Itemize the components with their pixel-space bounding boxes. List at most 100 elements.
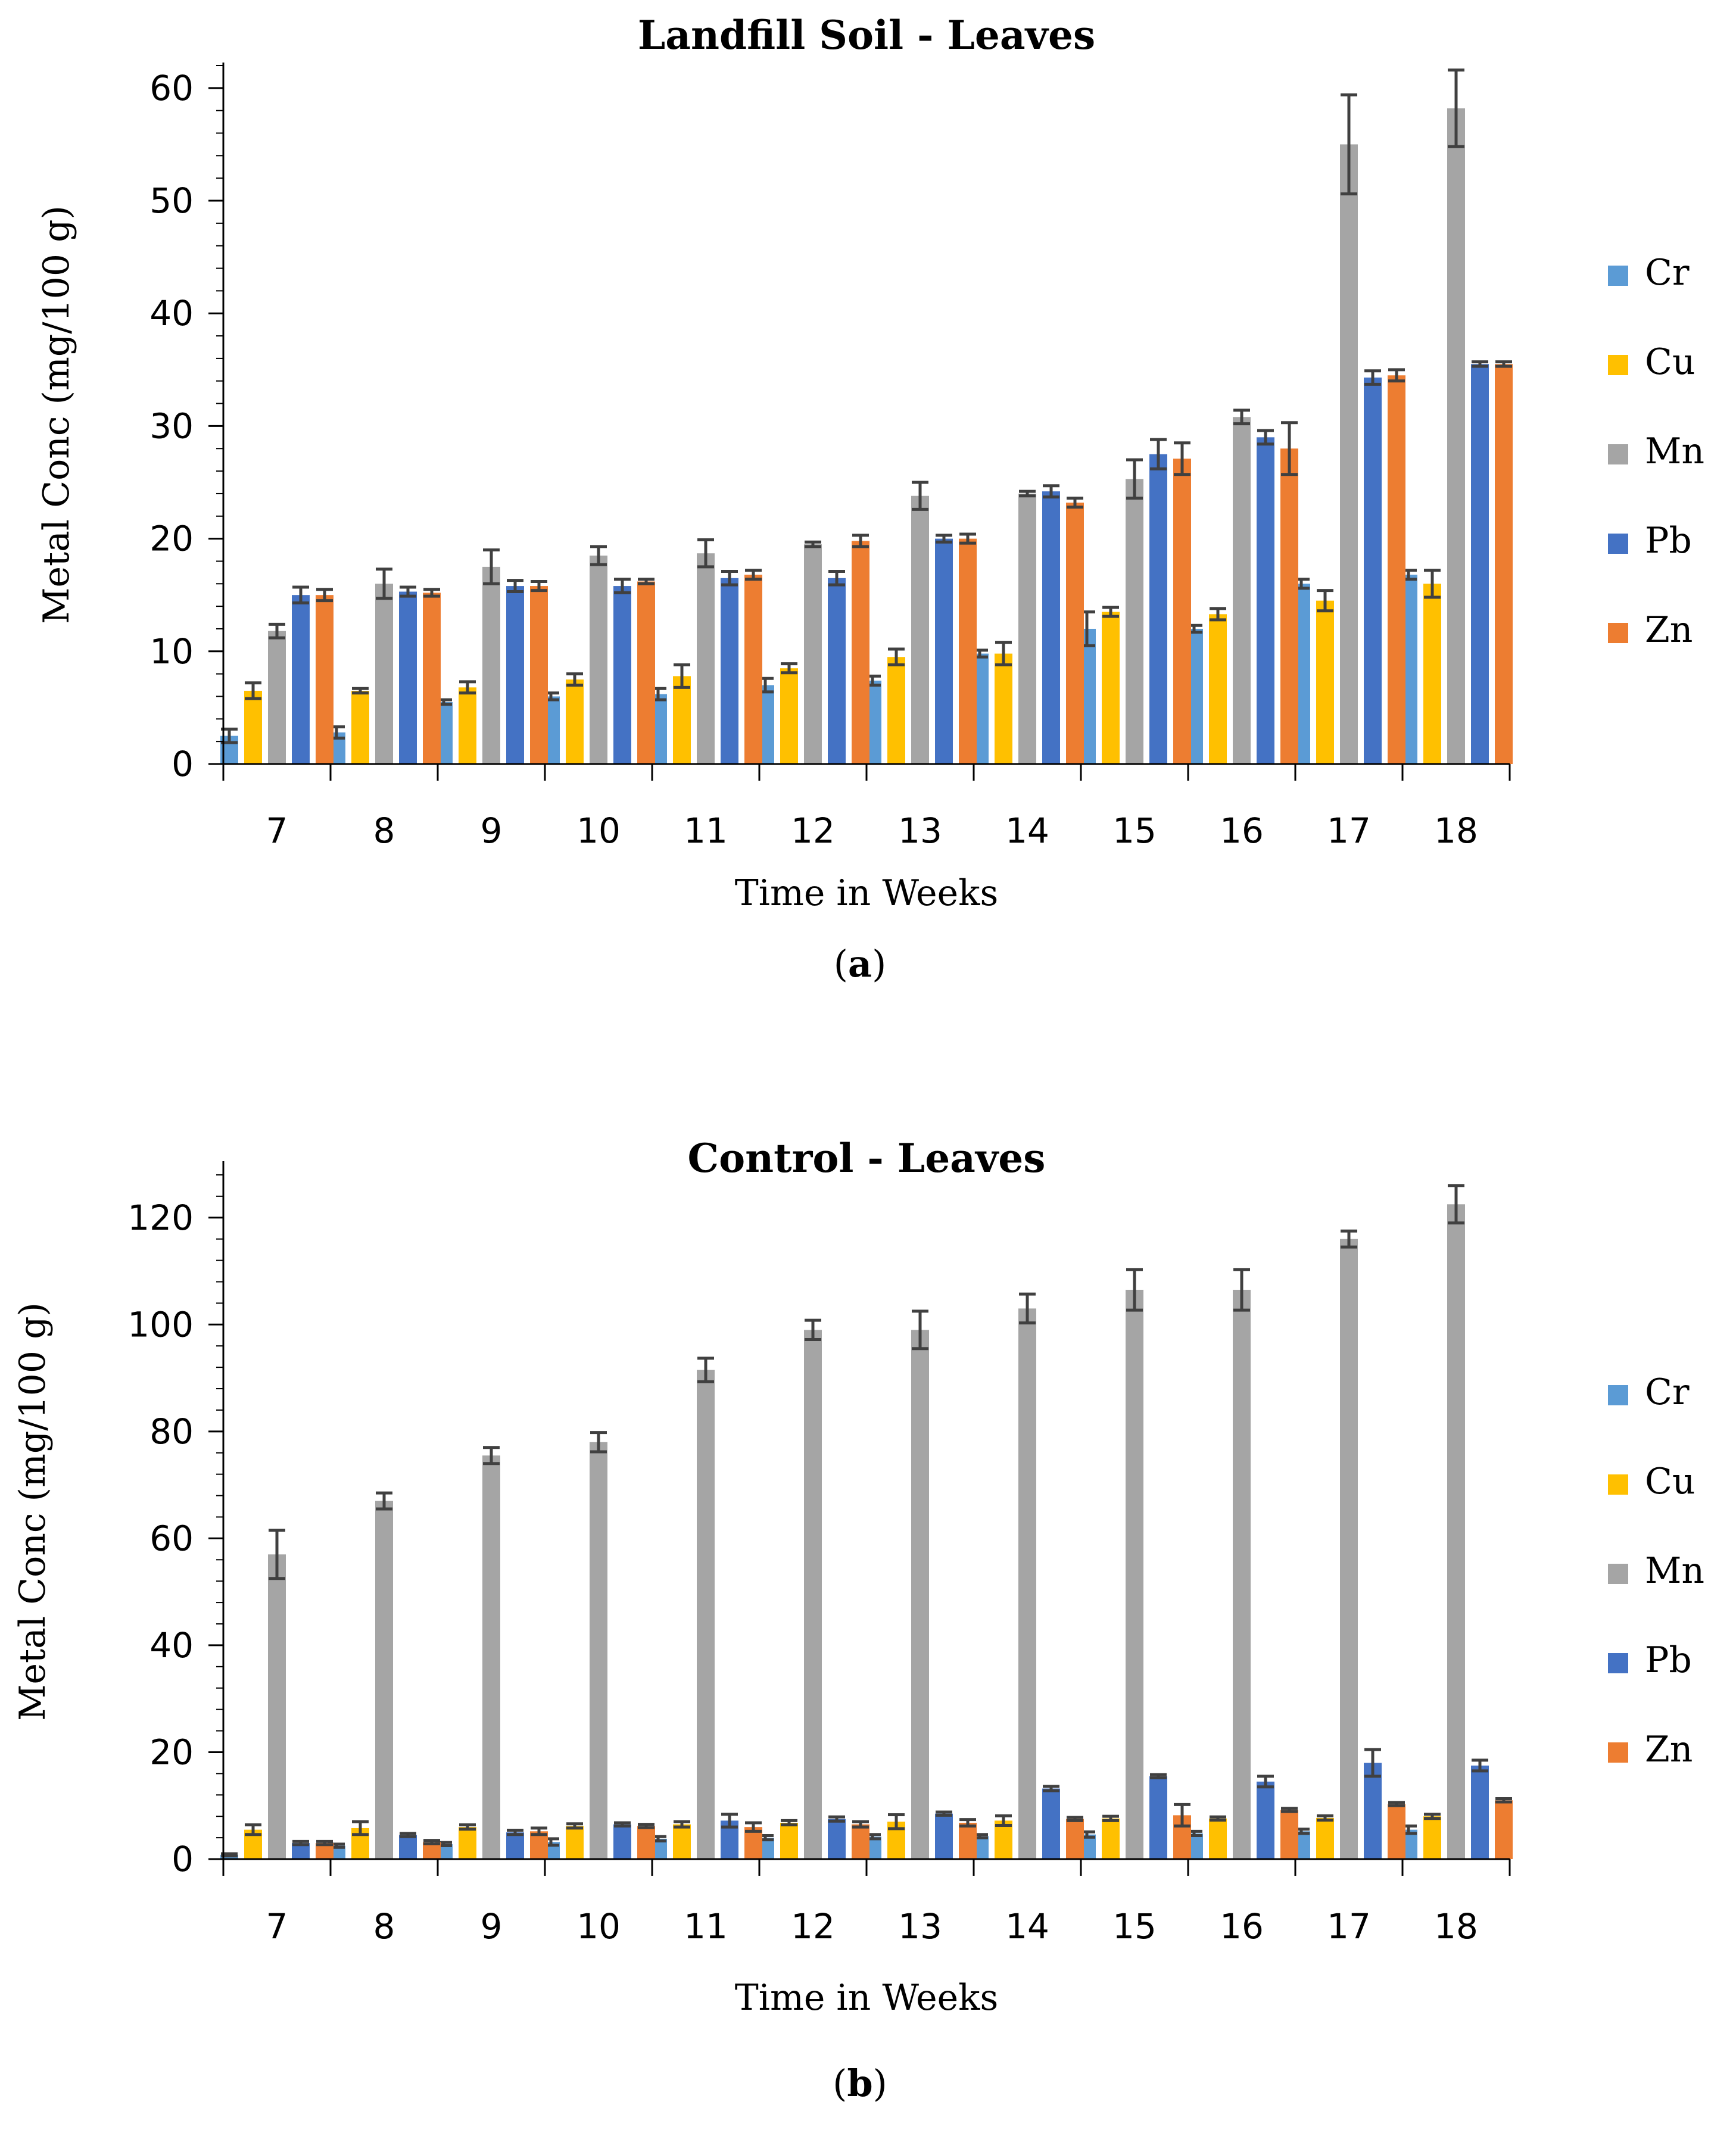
bar-mn-week-18: [1447, 108, 1465, 764]
bar-zn-week-7: [316, 595, 334, 764]
bar-cu-week-10: [566, 1826, 584, 1859]
bar-zn-week-10: [637, 581, 655, 764]
bar-mn-week-7: [268, 631, 286, 764]
bar-cu-week-13: [887, 657, 905, 764]
legend-swatch-cu: [1608, 355, 1628, 375]
bar-zn-week-8: [423, 593, 441, 764]
caption-a: (a): [834, 942, 887, 986]
y-tick-label-0: 0: [172, 1839, 194, 1879]
legend-swatch-mn: [1608, 444, 1628, 464]
x-tick-label-12: 12: [791, 1906, 835, 1947]
bar-cu-week-12: [780, 1822, 798, 1859]
y-axis-label: Metal Conc (mg/100 g): [12, 1302, 54, 1721]
bar-mn-week-17: [1340, 1239, 1358, 1859]
x-tick-label-17: 17: [1327, 810, 1371, 851]
x-tick-label-10: 10: [576, 810, 621, 851]
x-tick-label-14: 14: [1005, 1906, 1049, 1947]
caption-a-letter: a: [848, 942, 872, 986]
bar-pb-week-18: [1471, 364, 1489, 764]
chart-panel-a: Landfill Soil - Leaves 0 10 20 30 40 50 60 7 8 9 10…: [36, 12, 1704, 914]
bar-mn-week-12: [804, 1330, 822, 1859]
bar-cu-week-11: [673, 676, 691, 764]
bar-mn-week-17: [1340, 144, 1358, 764]
legend-label-mn: Mn: [1645, 1550, 1704, 1592]
y-tick-label-0: 0: [172, 744, 194, 784]
bar-mn-week-8: [375, 1501, 393, 1859]
x-tick-label-15: 15: [1112, 1906, 1157, 1947]
bar-pb-week-14: [1042, 1788, 1060, 1859]
x-tick-label-11: 11: [684, 810, 728, 851]
caption-b-letter: b: [847, 2062, 872, 2105]
legend-label-zn: Zn: [1645, 1729, 1693, 1770]
y-tick-label-20: 20: [149, 1732, 194, 1772]
bar-cu-week-17: [1316, 1817, 1334, 1859]
bar-zn-week-11: [744, 575, 762, 764]
y-tick-label-50: 50: [149, 180, 194, 221]
bar-cu-week-17: [1316, 600, 1334, 764]
legend-swatch-pb: [1608, 534, 1628, 554]
legend-label-mn: Mn: [1645, 431, 1704, 472]
legend-label-cu: Cu: [1645, 1461, 1696, 1502]
legend-swatch-mn: [1608, 1564, 1628, 1584]
bar-cu-week-11: [673, 1824, 691, 1859]
y-tick-label-20: 20: [149, 519, 194, 559]
bar-mn-week-10: [590, 555, 607, 764]
bar-mn-week-9: [482, 1455, 500, 1859]
caption-b-close: ): [873, 2062, 887, 2105]
x-tick-label-15: 15: [1112, 810, 1157, 851]
bar-mn-week-13: [911, 495, 929, 764]
x-tick-label-9: 9: [481, 1906, 503, 1947]
chart-panel-b: Control - Leaves 0 20 40 60 80 100 120 7 8 9 10 11 12…: [12, 1135, 1704, 2019]
x-tick-label-13: 13: [898, 810, 942, 851]
legend-label-zn: Zn: [1645, 609, 1693, 651]
x-tick-label-12: 12: [791, 810, 835, 851]
bar-zn-week-18: [1495, 1800, 1513, 1859]
bar-pb-week-7: [292, 595, 310, 764]
caption-a-close: ): [872, 942, 886, 986]
x-tick-label-16: 16: [1220, 810, 1264, 851]
bar-mn-week-16: [1233, 1289, 1251, 1859]
y-tick-label-30: 30: [149, 406, 194, 446]
bar-cu-week-7: [244, 691, 262, 764]
bar-pb-week-16: [1257, 437, 1274, 764]
bar-cu-week-8: [351, 691, 369, 764]
bar-zn-week-15: [1173, 459, 1191, 764]
bar-pb-week-13: [935, 1813, 953, 1859]
y-tick-label-40: 40: [149, 293, 194, 333]
x-tick-label-14: 14: [1005, 810, 1049, 851]
y-tick-label-100: 100: [127, 1304, 194, 1345]
bar-pb-week-17: [1364, 378, 1382, 764]
bar-cu-week-16: [1209, 1818, 1227, 1859]
x-tick-label-18: 18: [1434, 810, 1478, 851]
x-axis-label: Time in Weeks: [735, 1977, 999, 2019]
bar-pb-week-17: [1364, 1763, 1382, 1859]
bar-mn-week-11: [697, 1370, 715, 1859]
bar-mn-week-10: [590, 1442, 607, 1859]
bar-pb-week-12: [828, 578, 846, 764]
bar-mn-week-14: [1018, 1308, 1036, 1859]
bar-cu-week-9: [459, 1827, 476, 1859]
x-tick-label-17: 17: [1327, 1906, 1371, 1947]
bar-mn-week-16: [1233, 417, 1251, 764]
bar-cu-week-9: [459, 687, 476, 764]
bar-cu-week-18: [1423, 1816, 1441, 1859]
bar-pb-week-13: [935, 538, 953, 764]
bar-cu-week-18: [1423, 584, 1441, 764]
legend-swatch-cu: [1608, 1474, 1628, 1495]
bar-pb-week-15: [1149, 1776, 1167, 1859]
bar-zn-week-12: [852, 1824, 869, 1859]
bar-mn-week-18: [1447, 1204, 1465, 1859]
bar-zn-week-16: [1280, 448, 1298, 764]
x-tick-label-8: 8: [373, 810, 395, 851]
x-tick-label-11: 11: [684, 1906, 728, 1947]
bar-pb-week-9: [506, 586, 524, 764]
bar-pb-week-14: [1042, 491, 1060, 764]
bar-cu-week-16: [1209, 614, 1227, 764]
bar-pb-week-10: [613, 586, 631, 764]
bar-pb-week-16: [1257, 1781, 1274, 1859]
bar-zn-week-14: [1066, 503, 1084, 764]
bar-zn-week-9: [530, 586, 548, 764]
x-tick-label-8: 8: [373, 1906, 395, 1947]
bar-pb-week-10: [613, 1824, 631, 1859]
